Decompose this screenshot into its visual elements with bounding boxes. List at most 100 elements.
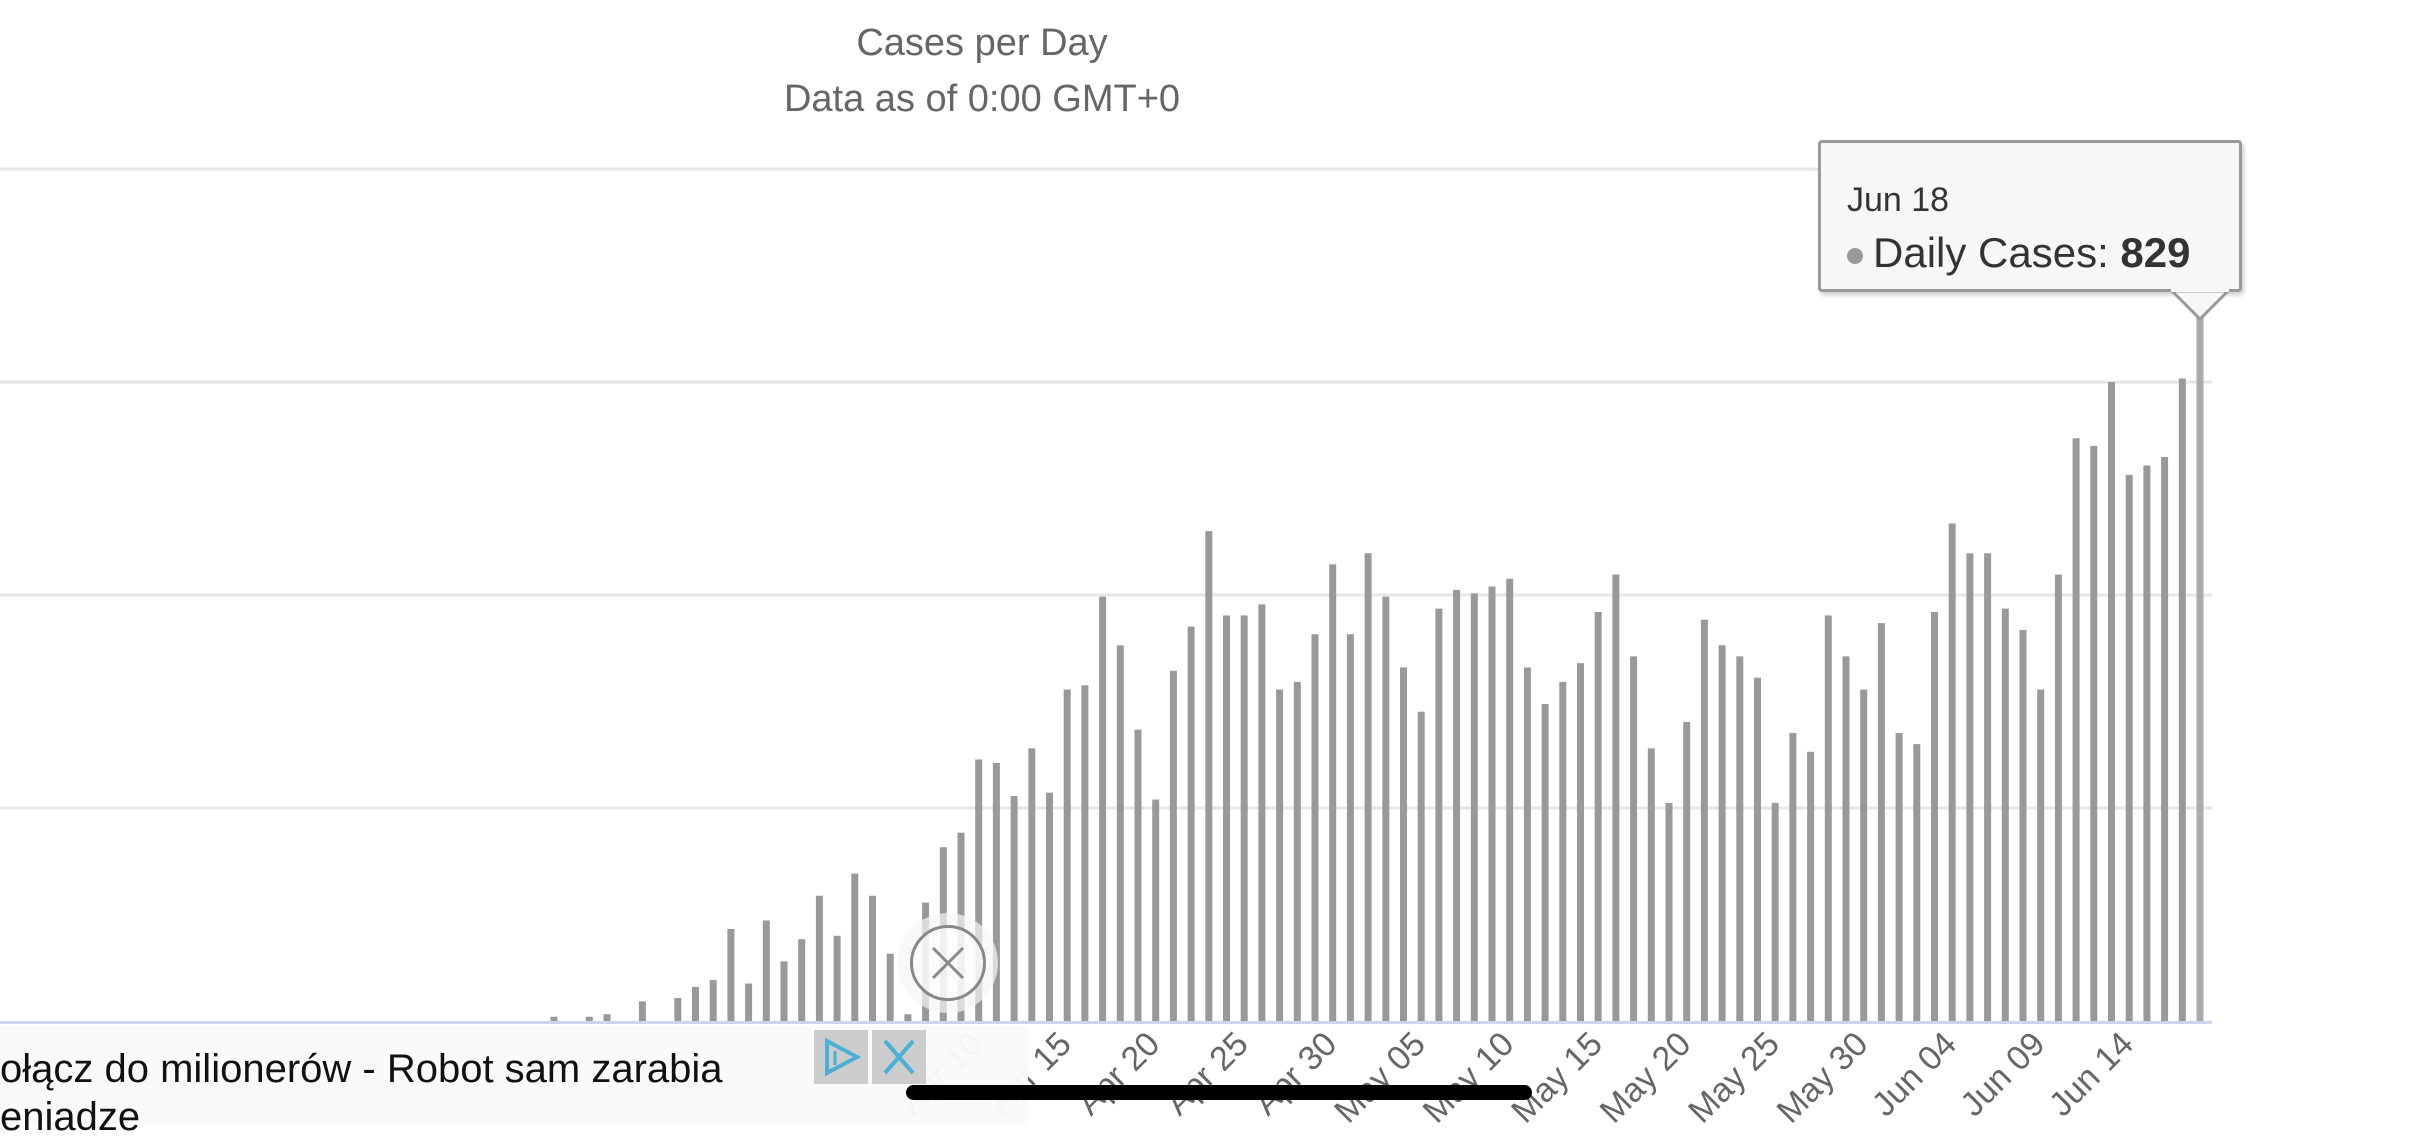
bar-jun-16[interactable] (2161, 456, 2169, 1021)
bar-apr-19[interactable] (1134, 729, 1142, 1021)
ad-close-button[interactable] (872, 1030, 926, 1084)
bar-mar-28[interactable] (745, 983, 753, 1021)
bar-apr-25[interactable] (1240, 615, 1248, 1021)
bar-mar-31[interactable] (798, 939, 806, 1021)
bar-may-25[interactable] (1771, 802, 1779, 1021)
bar-jun-18[interactable] (2196, 314, 2204, 1021)
bar-apr-15[interactable] (1063, 689, 1071, 1021)
bar-jun-15[interactable] (2143, 465, 2151, 1022)
bar-apr-28[interactable] (1293, 681, 1301, 1021)
bar-mar-26[interactable] (709, 980, 717, 1021)
bar-may-07[interactable] (1453, 589, 1461, 1021)
bar-apr-30[interactable] (1329, 564, 1337, 1021)
bar-apr-22[interactable] (1187, 626, 1195, 1021)
bar-may-14[interactable] (1577, 663, 1584, 1021)
bar-may-01[interactable] (1346, 634, 1354, 1021)
bar-jun-14[interactable] (2125, 474, 2133, 1021)
bar-mar-24[interactable] (674, 997, 682, 1021)
bar-may-03[interactable] (1382, 596, 1390, 1021)
bar-may-06[interactable] (1435, 608, 1443, 1021)
bar-apr-04[interactable] (869, 895, 876, 1021)
bar-mar-27[interactable] (727, 928, 735, 1021)
bar-apr-24[interactable] (1223, 615, 1230, 1021)
bar-apr-11[interactable] (992, 762, 1000, 1021)
bar-apr-13[interactable] (1028, 748, 1036, 1021)
bar-may-27[interactable] (1807, 751, 1815, 1021)
bar-mar-19[interactable] (585, 1016, 593, 1021)
x-tick-label: Jun 09 (1953, 1025, 2052, 1124)
bar-apr-06[interactable] (904, 1014, 912, 1021)
bar-may-08[interactable] (1470, 593, 1478, 1021)
bar-apr-14[interactable] (1046, 792, 1053, 1021)
bar-may-09[interactable] (1488, 586, 1496, 1021)
bar-may-31[interactable] (1877, 623, 1885, 1021)
bar-may-20[interactable] (1683, 721, 1691, 1021)
bar-apr-16[interactable] (1081, 685, 1089, 1021)
bar-apr-20[interactable] (1152, 799, 1160, 1021)
x-tick-label: May 25 (1681, 1025, 1787, 1125)
bar-jun-10[interactable] (2054, 574, 2062, 1021)
bar-jun-01[interactable] (1895, 733, 1903, 1021)
bar-mar-20[interactable] (603, 1014, 611, 1021)
bar-may-05[interactable] (1417, 711, 1425, 1021)
close-circle-icon[interactable] (910, 925, 986, 1001)
bar-apr-18[interactable] (1116, 645, 1124, 1021)
bar-may-17[interactable] (1630, 656, 1638, 1021)
adchoices-button[interactable] (814, 1030, 868, 1084)
bar-jun-17[interactable] (2178, 378, 2186, 1021)
bar-apr-26[interactable] (1258, 604, 1266, 1021)
bar-may-30[interactable] (1860, 689, 1868, 1021)
bar-jun-08[interactable] (2019, 629, 2027, 1021)
bar-apr-01[interactable] (815, 895, 823, 1021)
bar-apr-03[interactable] (851, 873, 859, 1021)
bar-jun-09[interactable] (2037, 689, 2045, 1021)
ad-text-line2[interactable]: eniadze (0, 1095, 141, 1139)
bar-may-23[interactable] (1736, 656, 1744, 1021)
bar-apr-21[interactable] (1169, 670, 1177, 1021)
bar-apr-17[interactable] (1099, 596, 1107, 1021)
bar-may-26[interactable] (1789, 733, 1797, 1021)
bar-mar-25[interactable] (692, 986, 699, 1021)
bar-apr-10[interactable] (975, 759, 983, 1021)
bar-jun-12[interactable] (2090, 445, 2098, 1021)
bar-apr-12[interactable] (1010, 796, 1018, 1021)
bar-jun-02[interactable] (1913, 744, 1921, 1021)
bar-may-02[interactable] (1364, 553, 1372, 1021)
bar-may-22[interactable] (1718, 645, 1726, 1021)
bar-may-19[interactable] (1665, 802, 1673, 1021)
bar-jun-05[interactable] (1966, 553, 1974, 1021)
bar-jun-04[interactable] (1948, 523, 1956, 1021)
bar-may-11[interactable] (1523, 667, 1531, 1021)
bar-may-28[interactable] (1824, 615, 1832, 1021)
bar-jun-13[interactable] (2108, 382, 2115, 1021)
bar-may-24[interactable] (1754, 677, 1761, 1021)
bar-may-15[interactable] (1594, 612, 1602, 1021)
bar-jun-11[interactable] (2072, 438, 2080, 1021)
bar-mar-17[interactable] (550, 1016, 558, 1021)
bar-may-16[interactable] (1612, 574, 1620, 1021)
bar-may-13[interactable] (1559, 681, 1567, 1021)
bar-apr-23[interactable] (1205, 531, 1213, 1021)
bar-may-29[interactable] (1842, 656, 1850, 1021)
close-overlay-button[interactable] (898, 913, 998, 1013)
bar-apr-05[interactable] (886, 953, 894, 1021)
bar-apr-27[interactable] (1276, 689, 1284, 1021)
bar-apr-02[interactable] (833, 935, 841, 1021)
bar-mar-22[interactable] (638, 1001, 646, 1021)
ad-text[interactable]: ołącz do milionerów - Robot sam zarabia (0, 1047, 723, 1091)
bar-may-10[interactable] (1506, 578, 1514, 1021)
bar-jun-03[interactable] (1931, 612, 1938, 1021)
bar-may-12[interactable] (1541, 704, 1549, 1021)
bar-jun-06[interactable] (1984, 553, 1992, 1021)
bar-may-04[interactable] (1400, 667, 1407, 1021)
x-tick-label: May 15 (1504, 1025, 1610, 1125)
bar-mar-29[interactable] (762, 920, 770, 1021)
bar-mar-30[interactable] (780, 961, 788, 1021)
bar-apr-29[interactable] (1311, 634, 1319, 1021)
home-indicator[interactable] (906, 1085, 1532, 1100)
x-tick-label: Jun 14 (2042, 1025, 2141, 1124)
ad-banner[interactable]: ołącz do milionerów - Robot sam zarabia … (0, 1026, 1028, 1139)
bar-jun-07[interactable] (2001, 608, 2009, 1021)
bar-may-21[interactable] (1700, 619, 1708, 1021)
bar-may-18[interactable] (1647, 748, 1655, 1021)
